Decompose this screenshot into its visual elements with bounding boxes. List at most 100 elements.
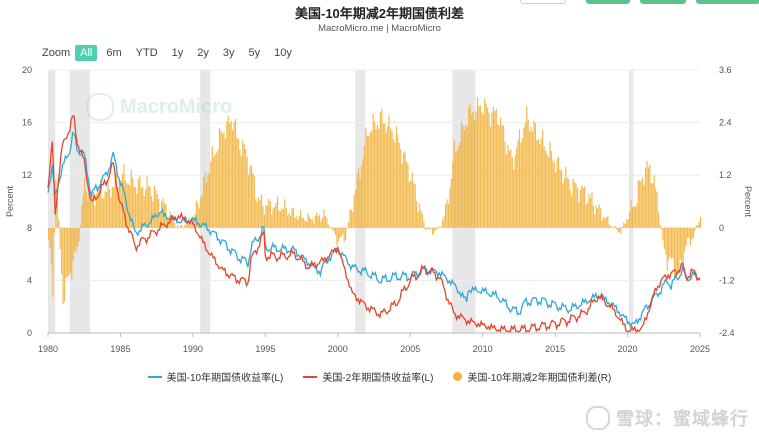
spread-bar-403 [631, 207, 634, 228]
spread-bar-130 [236, 137, 238, 228]
spread-bar-18 [74, 227, 76, 251]
spread-bar-265 [431, 227, 434, 235]
zoom-button-all[interactable]: All [75, 45, 98, 61]
spread-bar-72 [152, 201, 154, 228]
spread-bar-389 [611, 226, 613, 228]
spread-bar-396 [621, 226, 623, 228]
spread-bar-266 [433, 227, 435, 234]
spread-bar-23 [81, 205, 83, 228]
spread-bar-263 [429, 227, 431, 230]
spread-bar-383 [602, 217, 605, 228]
spread-bar-62 [137, 178, 140, 228]
spread-bar-92 [181, 224, 183, 228]
spread-bar-242 [398, 142, 400, 228]
spread-bar-439 [684, 227, 686, 252]
spread-bar-131 [237, 138, 240, 228]
legend-item-10y[interactable]: 美国-10年期国债收益率(L) [147, 369, 283, 384]
spread-bar-406 [636, 203, 638, 228]
spread-bar-299 [481, 112, 483, 228]
spread-bar-431 [672, 227, 674, 258]
spread-bar-419 [655, 188, 657, 228]
spread-bar-309 [495, 108, 497, 228]
spread-bar-262 [427, 227, 429, 229]
spread-bar-275 [446, 199, 448, 228]
spread-bar-195 [330, 226, 332, 228]
spread-bar-251 [411, 172, 413, 228]
spread-bar-165 [287, 215, 289, 228]
spread-bar-372 [586, 203, 589, 228]
spread-bar-315 [504, 141, 506, 228]
zoom-button-5y[interactable]: 5y [248, 47, 261, 59]
zoom-button-1y[interactable]: 1y [171, 47, 184, 59]
legend-item-2y[interactable]: 美国-2年期国债收益率(L) [303, 369, 433, 384]
spread-bar-349 [553, 162, 555, 228]
spread-bar-343 [544, 150, 547, 228]
spread-bar-279 [452, 161, 454, 228]
spread-bar-384 [604, 217, 606, 228]
legend-item-spread[interactable]: 美国-10年期减2年期国债利差(R) [453, 369, 611, 384]
spread-bar-39 [104, 191, 106, 228]
spread-bar-321 [513, 169, 515, 228]
spread-bar-283 [458, 146, 460, 228]
spread-bar-11 [63, 227, 66, 302]
spread-bar-82 [166, 217, 169, 228]
zoom-button-ytd[interactable]: YTD [135, 47, 158, 59]
spread-bar-63 [139, 175, 141, 228]
spread-bar-352 [558, 157, 560, 228]
chart-subtitle: MacroMicro.me | MacroMicro [318, 23, 441, 34]
spread-bar-302 [485, 103, 487, 228]
spread-bar-168 [291, 207, 293, 228]
spread-bar-57 [130, 169, 132, 228]
spread-bar-161 [281, 208, 283, 228]
spread-bar-414 [647, 167, 650, 228]
spread-bar-410 [642, 177, 644, 228]
spread-bar-438 [682, 227, 684, 269]
spread-bar-186 [317, 215, 319, 228]
zoom-button-10y[interactable]: 10y [274, 47, 292, 59]
spread-bar-149 [263, 214, 266, 228]
x-tick-label-6: 2010 [473, 344, 493, 354]
y-left-axis-title: Percent [5, 185, 15, 217]
spread-bar-221 [368, 135, 370, 228]
spread-bar-395 [620, 227, 622, 235]
spread-bar-109 [205, 182, 208, 228]
spread-bar-345 [547, 156, 550, 228]
x-tick-label-4: 2000 [328, 344, 348, 354]
spread-bar-227 [376, 125, 379, 228]
top-button-2[interactable] [586, 0, 630, 4]
spread-bar-424 [662, 227, 664, 241]
spread-bar-177 [304, 220, 306, 228]
spread-bar-22 [79, 225, 82, 228]
spread-bar-61 [136, 193, 138, 228]
top-button-3[interactable] [640, 0, 686, 4]
spread-bar-247 [405, 161, 408, 228]
spread-bar-155 [272, 208, 274, 228]
zoom-button-3y[interactable]: 3y [222, 47, 235, 59]
zoom-button-2y[interactable]: 2y [197, 47, 209, 59]
spread-bar-374 [589, 197, 592, 228]
spread-bar-43 [110, 197, 112, 228]
spread-bar-273 [443, 216, 445, 228]
spread-bar-125 [229, 123, 231, 228]
spread-bar-238 [392, 138, 395, 228]
spread-bar-89 [176, 225, 179, 228]
spread-bar-208 [349, 209, 351, 228]
spread-bar-376 [592, 205, 594, 228]
spread-bar-286 [462, 125, 464, 228]
spread-bar-219 [365, 127, 367, 228]
spread-bar-257 [420, 210, 422, 228]
spread-bar-162 [282, 209, 284, 228]
spread-bar-341 [542, 129, 544, 228]
legend-dot-icon-spread [453, 372, 463, 381]
top-button-1[interactable] [520, 0, 566, 4]
spread-bar-314 [502, 125, 505, 228]
zoom-button-6m[interactable]: 6m [106, 47, 122, 59]
spread-bar-55 [127, 184, 129, 228]
spread-bar-91 [179, 225, 182, 228]
spread-bar-69 [147, 186, 150, 228]
spread-bar-248 [407, 163, 409, 228]
top-button-4[interactable] [696, 0, 759, 4]
spread-bar-232 [384, 123, 386, 228]
spread-bar-217 [362, 158, 364, 228]
x-tick-label-2: 1990 [183, 344, 203, 354]
